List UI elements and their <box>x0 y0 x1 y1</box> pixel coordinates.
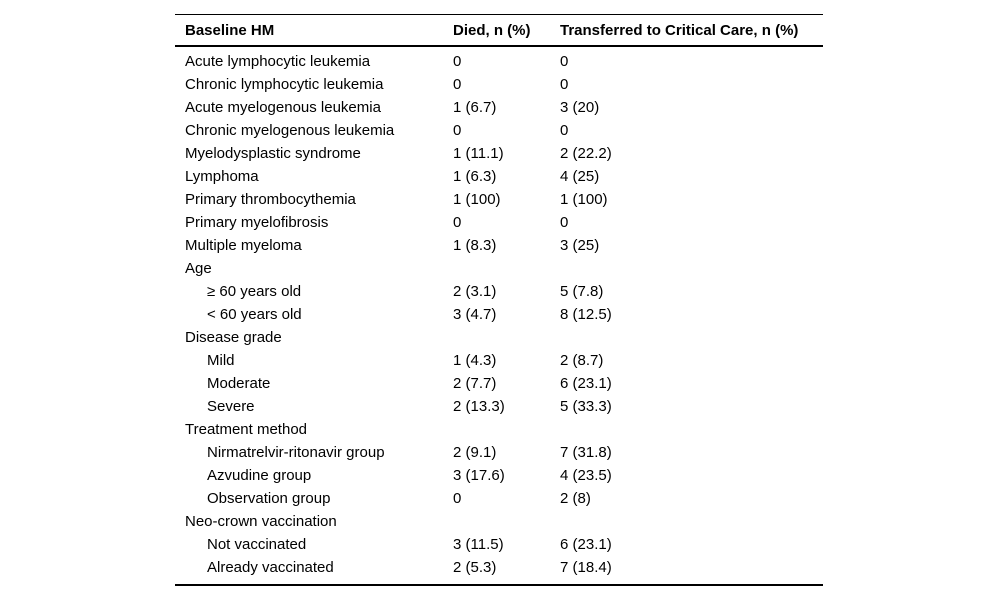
row-label: Mild <box>207 352 235 369</box>
row-label: < 60 years old <box>207 306 302 323</box>
died-value: 0 <box>453 490 462 507</box>
died-value: 1 (4.3) <box>453 352 497 369</box>
baseline-hm-table: Baseline HM Died, n (%) Transferred to C… <box>175 14 823 586</box>
table-row: Treatment method <box>175 418 823 441</box>
died-value: 3 (11.5) <box>453 536 504 553</box>
table-row: Severe 2 (13.3) 5 (33.3) <box>175 395 823 418</box>
died-value: 2 (9.1) <box>453 444 497 461</box>
transferred-value: 5 (33.3) <box>560 398 612 415</box>
transferred-value: 6 (23.1) <box>560 375 612 392</box>
transferred-value: 7 (31.8) <box>560 444 612 461</box>
transferred-value: 6 (23.1) <box>560 536 612 553</box>
transferred-value: 4 (25) <box>560 168 600 185</box>
row-label: Acute lymphocytic leukemia <box>185 53 371 70</box>
transferred-value: 2 (8.7) <box>560 352 604 369</box>
transferred-value: 2 (8) <box>560 490 591 507</box>
table-header-row: Baseline HM Died, n (%) Transferred to C… <box>175 14 823 47</box>
died-value: 3 (17.6) <box>453 467 505 484</box>
row-label: Already vaccinated <box>207 559 334 576</box>
table-row: Multiple myeloma 1 (8.3) 3 (25) <box>175 234 823 257</box>
transferred-value: 0 <box>560 214 569 231</box>
transferred-value: 0 <box>560 122 569 139</box>
died-value: 0 <box>453 122 462 139</box>
died-value: 1 (11.1) <box>453 145 504 162</box>
died-value: 0 <box>453 53 462 70</box>
transferred-value: 0 <box>560 76 569 93</box>
table-row: Acute lymphocytic leukemia 0 0 <box>175 50 823 73</box>
died-value: 0 <box>453 214 462 231</box>
transferred-value: 3 (20) <box>560 99 600 116</box>
transferred-value: 5 (7.8) <box>560 283 604 300</box>
table-row: Moderate 2 (7.7) 6 (23.1) <box>175 372 823 395</box>
died-value: 2 (3.1) <box>453 283 497 300</box>
row-label: Age <box>185 260 212 277</box>
row-label: Severe <box>207 398 255 415</box>
transferred-value: 4 (23.5) <box>560 467 612 484</box>
died-value: 1 (6.7) <box>453 99 497 116</box>
table-row: < 60 years old 3 (4.7) 8 (12.5) <box>175 303 823 326</box>
table-row: Lymphoma 1 (6.3) 4 (25) <box>175 165 823 188</box>
transferred-value: 7 (18.4) <box>560 559 612 576</box>
table-row: Chronic lymphocytic leukemia 0 0 <box>175 73 823 96</box>
table-row: Not vaccinated 3 (11.5) 6 (23.1) <box>175 533 823 556</box>
row-label: Not vaccinated <box>207 536 307 553</box>
table-row: Nirmatrelvir-ritonavir group 2 (9.1) 7 (31… <box>175 441 823 464</box>
table-row: Primary thrombocythemia 1 (100) 1 (100) <box>175 188 823 211</box>
column-header-baseline-hm: Baseline HM <box>185 21 275 39</box>
row-label: Lymphoma <box>185 168 259 185</box>
table-row: Chronic myelogenous leukemia 0 0 <box>175 119 823 142</box>
died-value: 1 (8.3) <box>453 237 497 254</box>
table-body: Acute lymphocytic leukemia 0 0 Chronic lymp… <box>175 47 823 586</box>
transferred-value: 2 (22.2) <box>560 145 612 162</box>
table-row: Observation group 0 2 (8) <box>175 487 823 510</box>
row-label: Chronic myelogenous leukemia <box>185 122 395 139</box>
table-row: Acute myelogenous leukemia 1 (6.7) 3 (20) <box>175 96 823 119</box>
row-label: Neo-crown vaccination <box>185 513 337 530</box>
row-label: Azvudine group <box>207 467 312 484</box>
table-row: Age <box>175 257 823 280</box>
row-label: Multiple myeloma <box>185 237 302 254</box>
table-row: Already vaccinated 2 (5.3) 7 (18.4) <box>175 556 823 579</box>
row-label: Moderate <box>207 375 271 392</box>
died-value: 2 (7.7) <box>453 375 497 392</box>
row-label: Observation group <box>207 490 331 507</box>
table-row: Myelodysplastic syndrome 1 (11.1) 2 (22.2) <box>175 142 823 165</box>
table-row: Disease grade <box>175 326 823 349</box>
transferred-value: 3 (25) <box>560 237 600 254</box>
transferred-value: 8 (12.5) <box>560 306 612 323</box>
transferred-value: 1 (100) <box>560 191 608 208</box>
row-label: Myelodysplastic syndrome <box>185 145 361 162</box>
died-value: 1 (6.3) <box>453 168 497 185</box>
died-value: 2 (5.3) <box>453 559 497 576</box>
column-header-died: Died, n (%) <box>453 21 531 39</box>
row-label: Acute myelogenous leukemia <box>185 99 381 116</box>
died-value: 0 <box>453 76 462 93</box>
row-label: ≥ 60 years old <box>207 283 302 300</box>
transferred-value: 0 <box>560 53 569 70</box>
column-header-transferred: Transferred to Critical Care, n (%) <box>560 21 799 39</box>
table-row: ≥ 60 years old 2 (3.1) 5 (7.8) <box>175 280 823 303</box>
row-label: Primary myelofibrosis <box>185 214 329 231</box>
died-value: 2 (13.3) <box>453 398 505 415</box>
row-label: Chronic lymphocytic leukemia <box>185 76 384 93</box>
table-row: Primary myelofibrosis 0 0 <box>175 211 823 234</box>
died-value: 1 (100) <box>453 191 501 208</box>
died-value: 3 (4.7) <box>453 306 497 323</box>
row-label: Nirmatrelvir-ritonavir group <box>207 444 385 461</box>
table-row: Mild 1 (4.3) 2 (8.7) <box>175 349 823 372</box>
table-row: Neo-crown vaccination <box>175 510 823 533</box>
row-label: Disease grade <box>185 329 282 346</box>
row-label: Treatment method <box>185 421 307 438</box>
row-label: Primary thrombocythemia <box>185 191 356 208</box>
table-row: Azvudine group 3 (17.6) 4 (23.5) <box>175 464 823 487</box>
